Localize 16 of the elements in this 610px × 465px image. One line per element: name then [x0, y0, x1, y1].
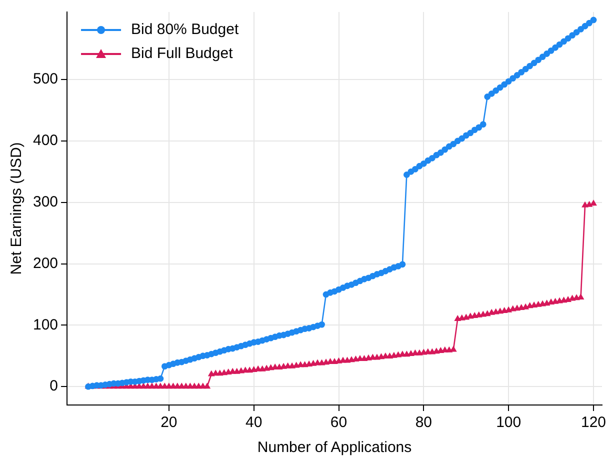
- x-tick-label: 80: [415, 414, 432, 432]
- y-tick-label: 400: [32, 132, 58, 150]
- x-axis-title: Number of Applications: [257, 439, 412, 456]
- x-tick-label: 120: [580, 414, 606, 432]
- y-tick-label: 500: [32, 70, 58, 88]
- legend-label: Bid Full Budget: [131, 45, 234, 62]
- y-axis-title: Net Earnings (USD): [8, 142, 26, 275]
- x-tick-label: 60: [330, 414, 348, 432]
- x-tick-label: 40: [246, 414, 262, 432]
- y-tick-label: 300: [32, 194, 58, 210]
- y-tick-label: 100: [32, 316, 58, 334]
- x-tick-label: 100: [496, 414, 522, 432]
- legend-label: Bid 80% Budget: [131, 21, 240, 38]
- y-tick-label: 0: [50, 378, 58, 395]
- x-tick-label: 20: [160, 414, 178, 432]
- y-tick-label: 200: [32, 254, 58, 272]
